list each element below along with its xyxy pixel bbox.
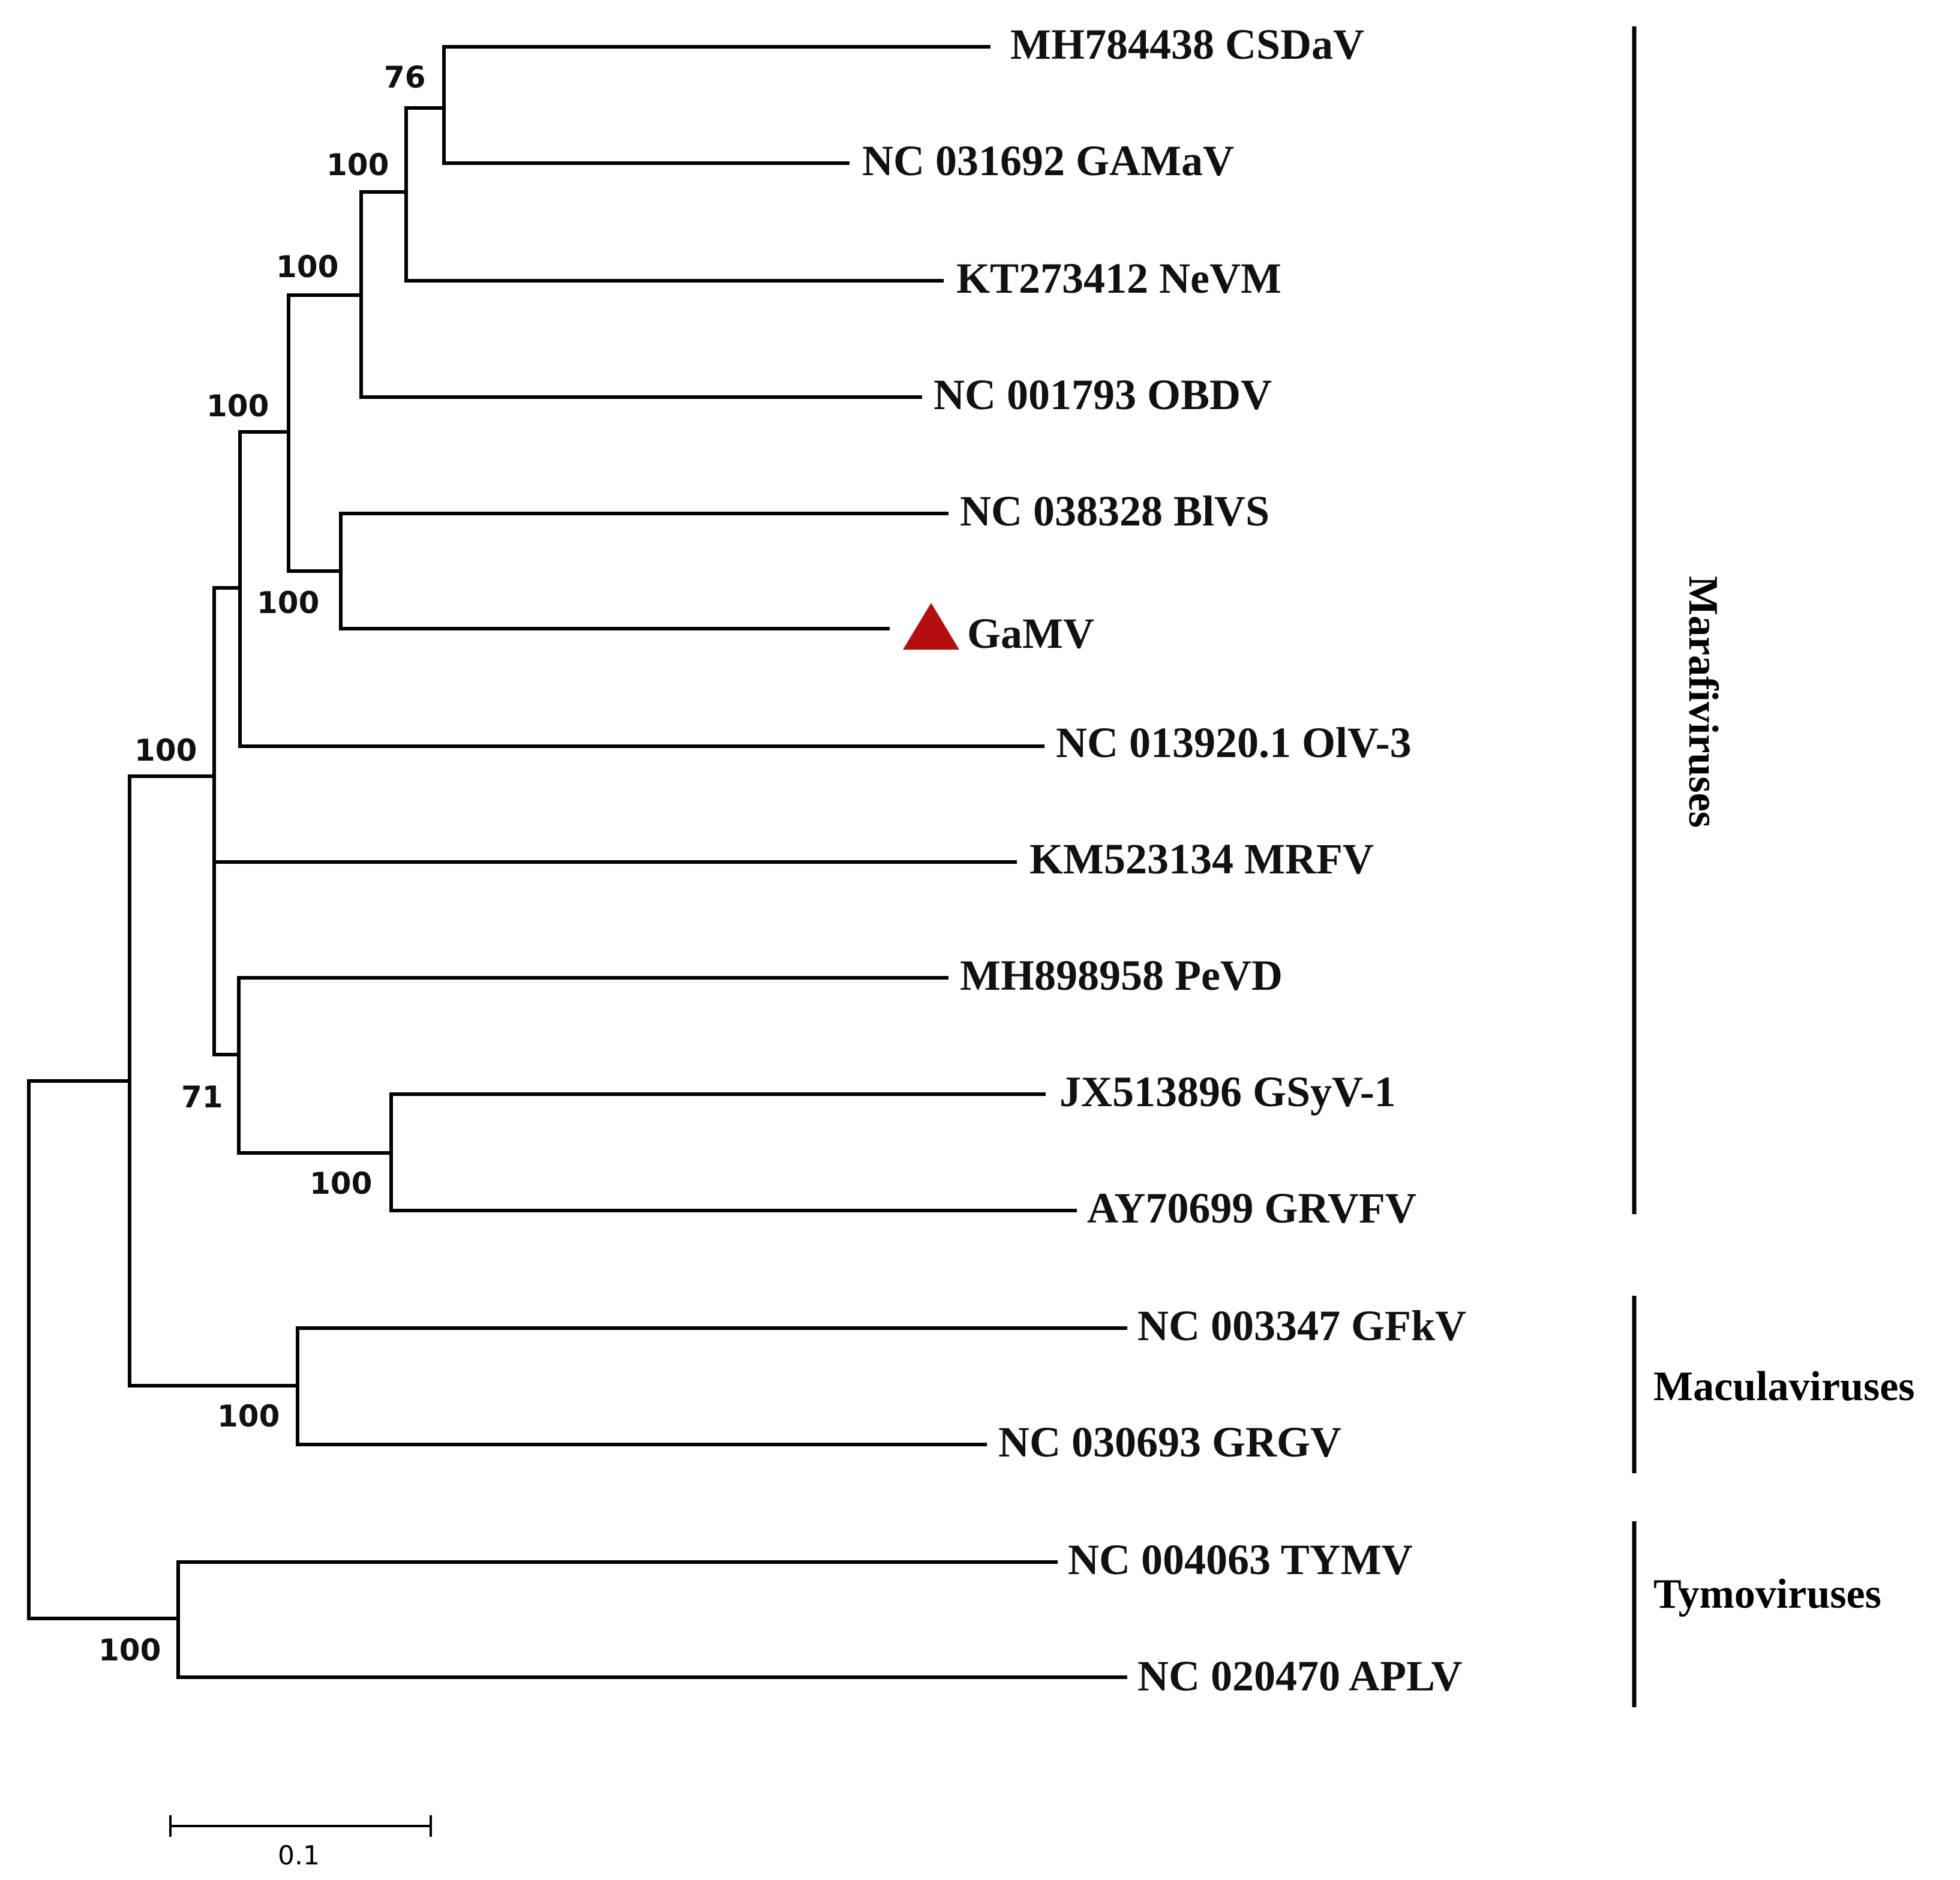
group-label-tymoviruses: Tymoviruses: [1653, 1571, 1881, 1617]
scale-bar-label: 0.1: [278, 1840, 320, 1871]
leaf-labels: MH784438 CSDaV NC 031692 GAMaV KT273412 …: [862, 20, 1466, 1700]
branch-csdav-gamav: [442, 45, 990, 165]
tree-branches: [27, 45, 1127, 1679]
branch-gsyv1-grvfv: [389, 1092, 1077, 1212]
scale-bar-line: [169, 1815, 432, 1837]
bootstrap-plus-obdv: 100: [276, 250, 338, 284]
branch-blvs-gamv: [339, 512, 949, 630]
branch-obdv-blvs: [287, 293, 363, 573]
bootstrap-obdv-blvs: 100: [206, 389, 269, 424]
bootstrap-marafi-core: 100: [134, 733, 197, 768]
leaf-gamv: GaMV: [967, 609, 1094, 657]
leaf-tymv: NC 004063 TYMV: [1068, 1536, 1413, 1584]
branch-marafi-macula: [128, 774, 299, 1388]
leaf-pevd: MH898958 PeVD: [960, 951, 1283, 999]
leaf-aplv: NC 020470 APLV: [1137, 1652, 1462, 1700]
bootstrap-pevd-group: 71: [181, 1080, 223, 1115]
branch-marafi-core: [212, 586, 1017, 1056]
branch-tymv-aplv: [176, 1560, 1127, 1679]
bootstrap-gfkv-grgv: 100: [217, 1399, 280, 1434]
branch-upper-clade: [238, 430, 1044, 748]
bootstrap-csdav-gamav: 76: [384, 60, 426, 95]
bootstrap-values: 76 100 100 100 100 100 71 100 100 100: [98, 60, 426, 1668]
branch-gfkv-grgv: [296, 1326, 1127, 1446]
clade-groups: Marafiviruses Maculaviruses Tymoviruses: [1632, 26, 1915, 1707]
leaf-csdav: MH784438 CSDaV: [1010, 20, 1364, 68]
bootstrap-gsyv1-grvfv: 100: [310, 1166, 372, 1201]
group-label-marafiviruses: Marafiviruses: [1680, 576, 1726, 828]
branch-csdav-gamav-nevm: [404, 106, 944, 283]
branch-root: [27, 1079, 180, 1620]
bootstrap-tymv-aplv: 100: [98, 1633, 161, 1668]
leaf-grvfv: AY70699 GRVFV: [1087, 1184, 1416, 1232]
scale-bar: 0.1: [169, 1815, 432, 1871]
leaf-olv3: NC 013920.1 OlV-3: [1056, 719, 1412, 767]
branch-plus-obdv: [359, 190, 922, 399]
triangle-icon: [903, 603, 959, 650]
leaf-blvs: NC 038328 BlVS: [960, 487, 1269, 535]
leaf-gsyv1: JX513896 GSyV-1: [1059, 1068, 1396, 1116]
leaf-grgv: NC 030693 GRGV: [998, 1418, 1341, 1466]
leaf-gfkv: NC 003347 GFkV: [1137, 1302, 1466, 1350]
bootstrap-blvs-gamv: 100: [257, 585, 319, 620]
leaf-mrfv: KM523134 MRFV: [1029, 835, 1374, 883]
bootstrap-csdav-gamav-nevm: 100: [326, 148, 389, 182]
branch-pevd-group: [237, 976, 949, 1155]
group-label-maculaviruses: Maculaviruses: [1653, 1364, 1915, 1410]
leaf-gamav: NC 031692 GAMaV: [862, 137, 1234, 185]
leaf-nevm: KT273412 NeVM: [956, 254, 1281, 302]
leaf-obdv: NC 001793 OBDV: [934, 371, 1272, 419]
